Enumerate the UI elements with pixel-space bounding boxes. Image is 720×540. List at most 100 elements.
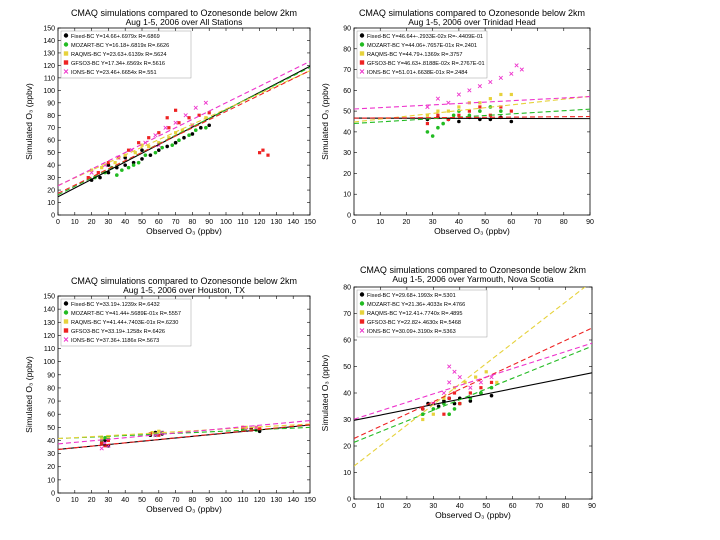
x-tick-label: 90 <box>588 503 596 510</box>
regression-line <box>58 70 310 187</box>
x-tick-label: 20 <box>403 219 411 226</box>
y-tick-label: 130 <box>43 320 55 327</box>
x-tick-label: 30 <box>429 219 437 226</box>
legend-marker <box>359 319 365 324</box>
legend-entry: MOZART-BC Y=16.18+.6819x R=.6626 <box>71 43 169 49</box>
x-tick-label: 10 <box>377 503 385 510</box>
legend-marker <box>359 328 365 333</box>
data-point <box>431 407 436 411</box>
y-tick-label: 60 <box>47 412 55 419</box>
y-tick-label: 70 <box>47 399 55 406</box>
data-point <box>430 134 435 138</box>
x-tick-label: 130 <box>271 219 283 226</box>
x-tick-label: 20 <box>88 497 96 504</box>
data-point <box>167 126 171 130</box>
regression-line <box>58 60 310 187</box>
data-point <box>193 128 198 133</box>
y-tick-label: 0 <box>51 213 55 220</box>
data-point <box>203 100 208 105</box>
legend-entry: Fixed-BC Y=14.66+.6979x R=.6869 <box>71 34 160 40</box>
data-point <box>147 136 151 140</box>
y-tick-label: 120 <box>43 333 55 340</box>
legend-entry: MOZART-BC Y=44.06+.7657E-01x R=.2401 <box>367 43 477 49</box>
legend-marker <box>63 33 69 38</box>
data-point <box>447 364 452 369</box>
data-point <box>204 125 208 130</box>
data-point <box>163 125 168 130</box>
data-point <box>165 116 169 120</box>
regression-line <box>354 342 592 420</box>
y-tick-label: 40 <box>343 391 351 398</box>
data-point <box>150 430 154 435</box>
x-tick-label: 70 <box>535 503 543 510</box>
data-point <box>113 161 117 165</box>
legend-entry: Fixed-BC Y=29.68+.1993x R=.5301 <box>367 293 456 299</box>
data-point <box>165 144 169 149</box>
data-point <box>148 432 152 436</box>
data-point <box>98 175 102 180</box>
legend-entry: Fixed-BC Y=33.19+.1239x R=.6432 <box>71 302 160 308</box>
x-axis-label: Observed O₃ (ppbv) <box>146 504 222 514</box>
chart-subtitle: Aug 1-5, 2006 over All Stations <box>126 17 243 27</box>
data-point <box>197 113 201 117</box>
legend-entry: RAQMS-BC Y=41.44+.7403E-01x R=.6230 <box>71 320 178 326</box>
data-point <box>452 407 457 411</box>
data-point <box>177 138 181 142</box>
y-tick-label: 90 <box>343 26 351 33</box>
x-tick-label: 60 <box>155 497 163 504</box>
data-point <box>468 385 473 390</box>
data-point <box>446 109 450 113</box>
data-point <box>457 119 461 124</box>
data-point <box>157 429 161 433</box>
regression-line <box>354 287 586 467</box>
legend-marker <box>359 33 365 38</box>
data-point <box>477 84 482 89</box>
regression-line <box>58 70 310 194</box>
data-point <box>467 88 472 93</box>
legend-entry: RAQMS-BC Y=44.79+.1369x R=.3757 <box>367 52 463 58</box>
y-tick-label: 40 <box>47 438 55 445</box>
data-point <box>498 75 503 80</box>
y-tick-label: 10 <box>47 477 55 484</box>
y-tick-label: 0 <box>51 491 55 498</box>
y-tick-label: 140 <box>43 38 55 45</box>
data-point <box>131 163 136 167</box>
data-point <box>488 79 493 85</box>
data-point <box>463 380 467 384</box>
data-point <box>519 67 524 72</box>
data-point <box>96 171 100 175</box>
x-tick-label: 40 <box>121 219 129 226</box>
x-tick-label: 80 <box>189 497 197 504</box>
data-point <box>153 150 158 155</box>
x-tick-label: 70 <box>172 497 180 504</box>
data-point <box>258 151 262 155</box>
data-point <box>436 113 440 117</box>
x-tick-label: 60 <box>507 219 515 226</box>
y-tick-label: 20 <box>47 188 55 195</box>
legend-marker <box>359 51 365 56</box>
y-tick-label: 80 <box>343 285 351 292</box>
x-tick-label: 50 <box>481 219 489 226</box>
panel-all-stations: CMAQ simulations compared to Ozonesonde … <box>24 8 316 236</box>
y-axis-label: Simulated O₃ (ppbv) <box>24 356 34 433</box>
legend-box <box>60 298 192 347</box>
y-tick-label: 90 <box>47 372 55 379</box>
data-point <box>126 165 131 170</box>
x-tick-label: 80 <box>562 503 570 510</box>
data-point <box>509 109 513 113</box>
legend-marker <box>63 51 69 56</box>
y-tick-label: 50 <box>343 364 351 371</box>
x-tick-label: 150 <box>304 497 316 504</box>
data-point <box>489 380 494 384</box>
y-tick-label: 30 <box>47 175 55 182</box>
data-point <box>509 92 513 97</box>
data-point <box>180 128 184 132</box>
legend-marker <box>359 60 365 65</box>
y-tick-label: 80 <box>47 113 55 120</box>
x-tick-label: 120 <box>254 497 266 504</box>
x-tick-label: 140 <box>287 497 299 504</box>
data-point <box>140 157 144 161</box>
data-point <box>190 132 195 136</box>
data-point <box>425 121 430 126</box>
panel-houston: CMAQ simulations compared to Ozonesonde … <box>24 276 316 514</box>
